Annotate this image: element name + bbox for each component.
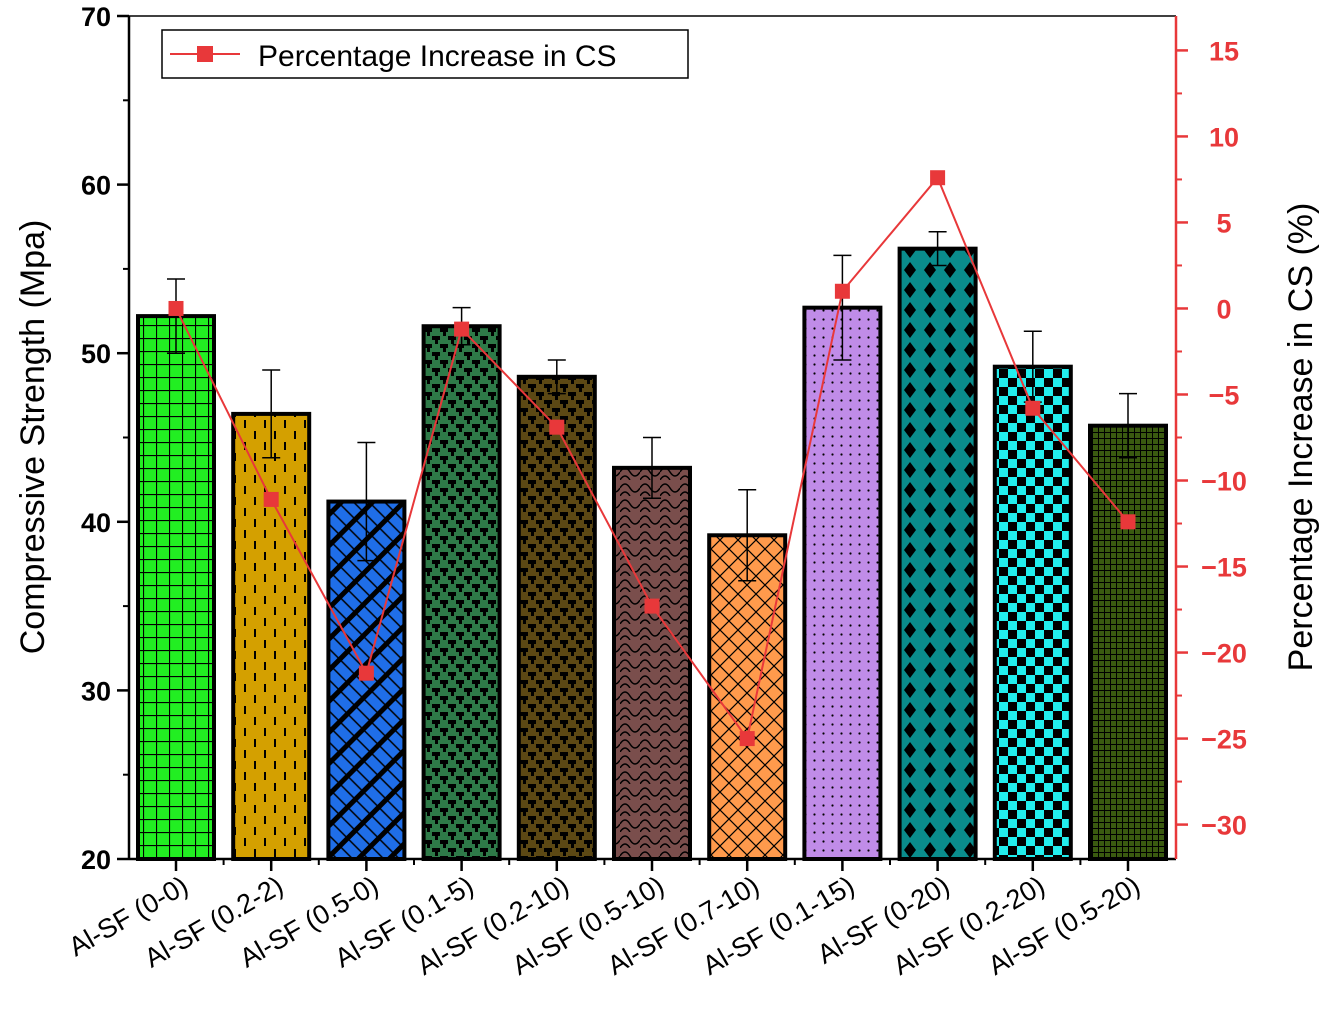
bar-5 xyxy=(612,465,692,861)
y2-tick-label-0: 15 xyxy=(1209,36,1239,66)
percentage-point-9 xyxy=(1025,400,1041,416)
percentage-point-4 xyxy=(549,419,565,435)
legend-box xyxy=(161,29,689,79)
percentage-point-2 xyxy=(358,665,374,681)
percentage-point-1 xyxy=(263,491,279,507)
y2-tick-label-8: −25 xyxy=(1201,725,1247,755)
percentage-point-6 xyxy=(739,731,755,747)
bar-0 xyxy=(136,314,216,862)
y-tick-label-4: 60 xyxy=(81,171,111,201)
bar-4 xyxy=(516,374,597,861)
percentage-point-0 xyxy=(168,300,184,316)
bar-8 xyxy=(897,246,978,861)
bar-7 xyxy=(802,305,883,862)
y2-tick-label-6: −15 xyxy=(1201,553,1247,583)
y-tick-label-2: 40 xyxy=(81,508,111,538)
y-axis-title: Compressive Strength (Mpa) xyxy=(14,220,52,655)
y2-tick-label-2: 5 xyxy=(1216,208,1231,238)
bar-3 xyxy=(421,324,502,861)
y-tick-label-0: 20 xyxy=(81,845,111,875)
percentage-point-10 xyxy=(1120,514,1136,530)
percentage-point-7 xyxy=(834,283,850,299)
y-tick-label-3: 50 xyxy=(81,339,111,369)
percentage-point-8 xyxy=(930,170,946,186)
percentage-point-5 xyxy=(644,598,660,614)
percentage-point-3 xyxy=(454,321,470,337)
y2-tick-label-3: 0 xyxy=(1216,294,1231,324)
bar-9 xyxy=(992,364,1073,861)
y2-tick-label-7: −20 xyxy=(1201,639,1247,669)
y2-tick-label-4: −5 xyxy=(1209,380,1240,410)
error-bar-group xyxy=(167,231,1137,582)
y2-axis-title: Percentage Increase in CS (%) xyxy=(1282,203,1320,672)
bar-1 xyxy=(231,411,312,861)
y2-tick-label-1: 10 xyxy=(1209,122,1239,152)
percentage-line-group xyxy=(168,170,1136,747)
legend: Percentage Increase in CS xyxy=(161,29,689,79)
bar-6 xyxy=(707,533,788,862)
bar-group xyxy=(136,246,1168,862)
y-tick-label-1: 30 xyxy=(81,676,111,706)
legend-marker xyxy=(197,46,213,62)
y-tick-label-5: 70 xyxy=(81,2,111,32)
legend-label: Percentage Increase in CS xyxy=(258,40,617,73)
y2-tick-label-5: −10 xyxy=(1201,467,1247,497)
y2-tick-label-9: −30 xyxy=(1201,811,1247,841)
